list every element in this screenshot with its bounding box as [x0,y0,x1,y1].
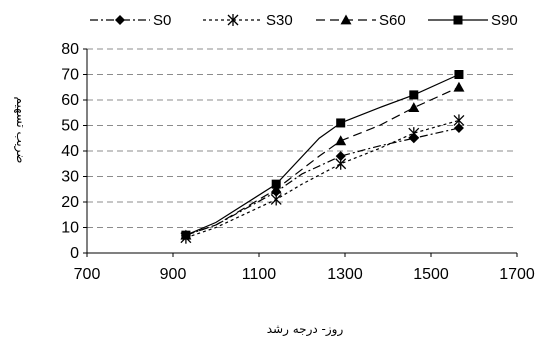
x-tick-label: 1100 [242,266,277,283]
y-tick-label: 50 [61,118,79,135]
series-markers [180,70,465,244]
gridlines [87,48,517,228]
legend-label: S60 [379,12,406,29]
data-point-s90 [336,118,346,128]
y-tick-label: 80 [61,41,79,58]
legend-label: S90 [491,12,518,29]
legend-marker [115,15,125,25]
data-point-s90 [181,230,191,240]
x-tick-label: 1300 [327,266,363,283]
x-tick-label: 700 [74,266,101,283]
data-point-s90 [271,179,281,189]
y-tick-label: 40 [61,143,79,160]
legend-item-s30: S30 [203,12,293,29]
series-line-s30 [185,119,460,239]
data-point-s30 [408,127,420,140]
x-tick-label: 1500 [413,266,449,283]
x-tick-label: 1700 [499,266,535,283]
data-point-s30 [335,157,347,170]
series-line-s90 [185,73,460,236]
data-point-s60 [408,102,420,113]
data-point-s90 [409,90,419,100]
legend-marker [340,14,352,25]
data-point-s30 [270,193,282,206]
data-point-s0 [335,151,346,162]
legend-item-s0: S0 [90,12,171,29]
y-tick-label: 60 [61,92,79,109]
y-tick-label: 70 [61,67,79,84]
legend-item-s60: S60 [316,12,406,29]
x-axis-label: روز- درجه رشد [267,322,344,337]
data-point-s30 [453,114,465,127]
legend-label: S0 [153,12,171,29]
legend-marker [453,15,463,25]
x-tick-label: 900 [160,266,187,283]
legend-item-s90: S90 [428,12,518,29]
y-tick-label: 10 [61,220,79,237]
y-tick-label: 30 [61,169,79,186]
series-lines [185,73,460,239]
series-line-s60 [185,86,460,236]
legend: S0 S30 S60 S90 [90,12,518,29]
legend-marker [227,14,239,26]
y-axis-label: ضریب تسهیم [13,97,28,164]
data-point-s60 [453,81,465,92]
axes [83,48,518,257]
data-point-s90 [454,70,464,79]
legend-label: S30 [266,12,293,29]
data-point-s60 [270,183,282,194]
data-point-s0 [453,123,464,134]
data-point-s60 [335,135,347,146]
y-tick-label: 0 [70,245,79,262]
y-tick-label: 20 [61,194,79,211]
tick-labels: 0 10 20 30 40 50 60 70 80 700 900 1100 1300 1500 1700 [61,41,535,283]
